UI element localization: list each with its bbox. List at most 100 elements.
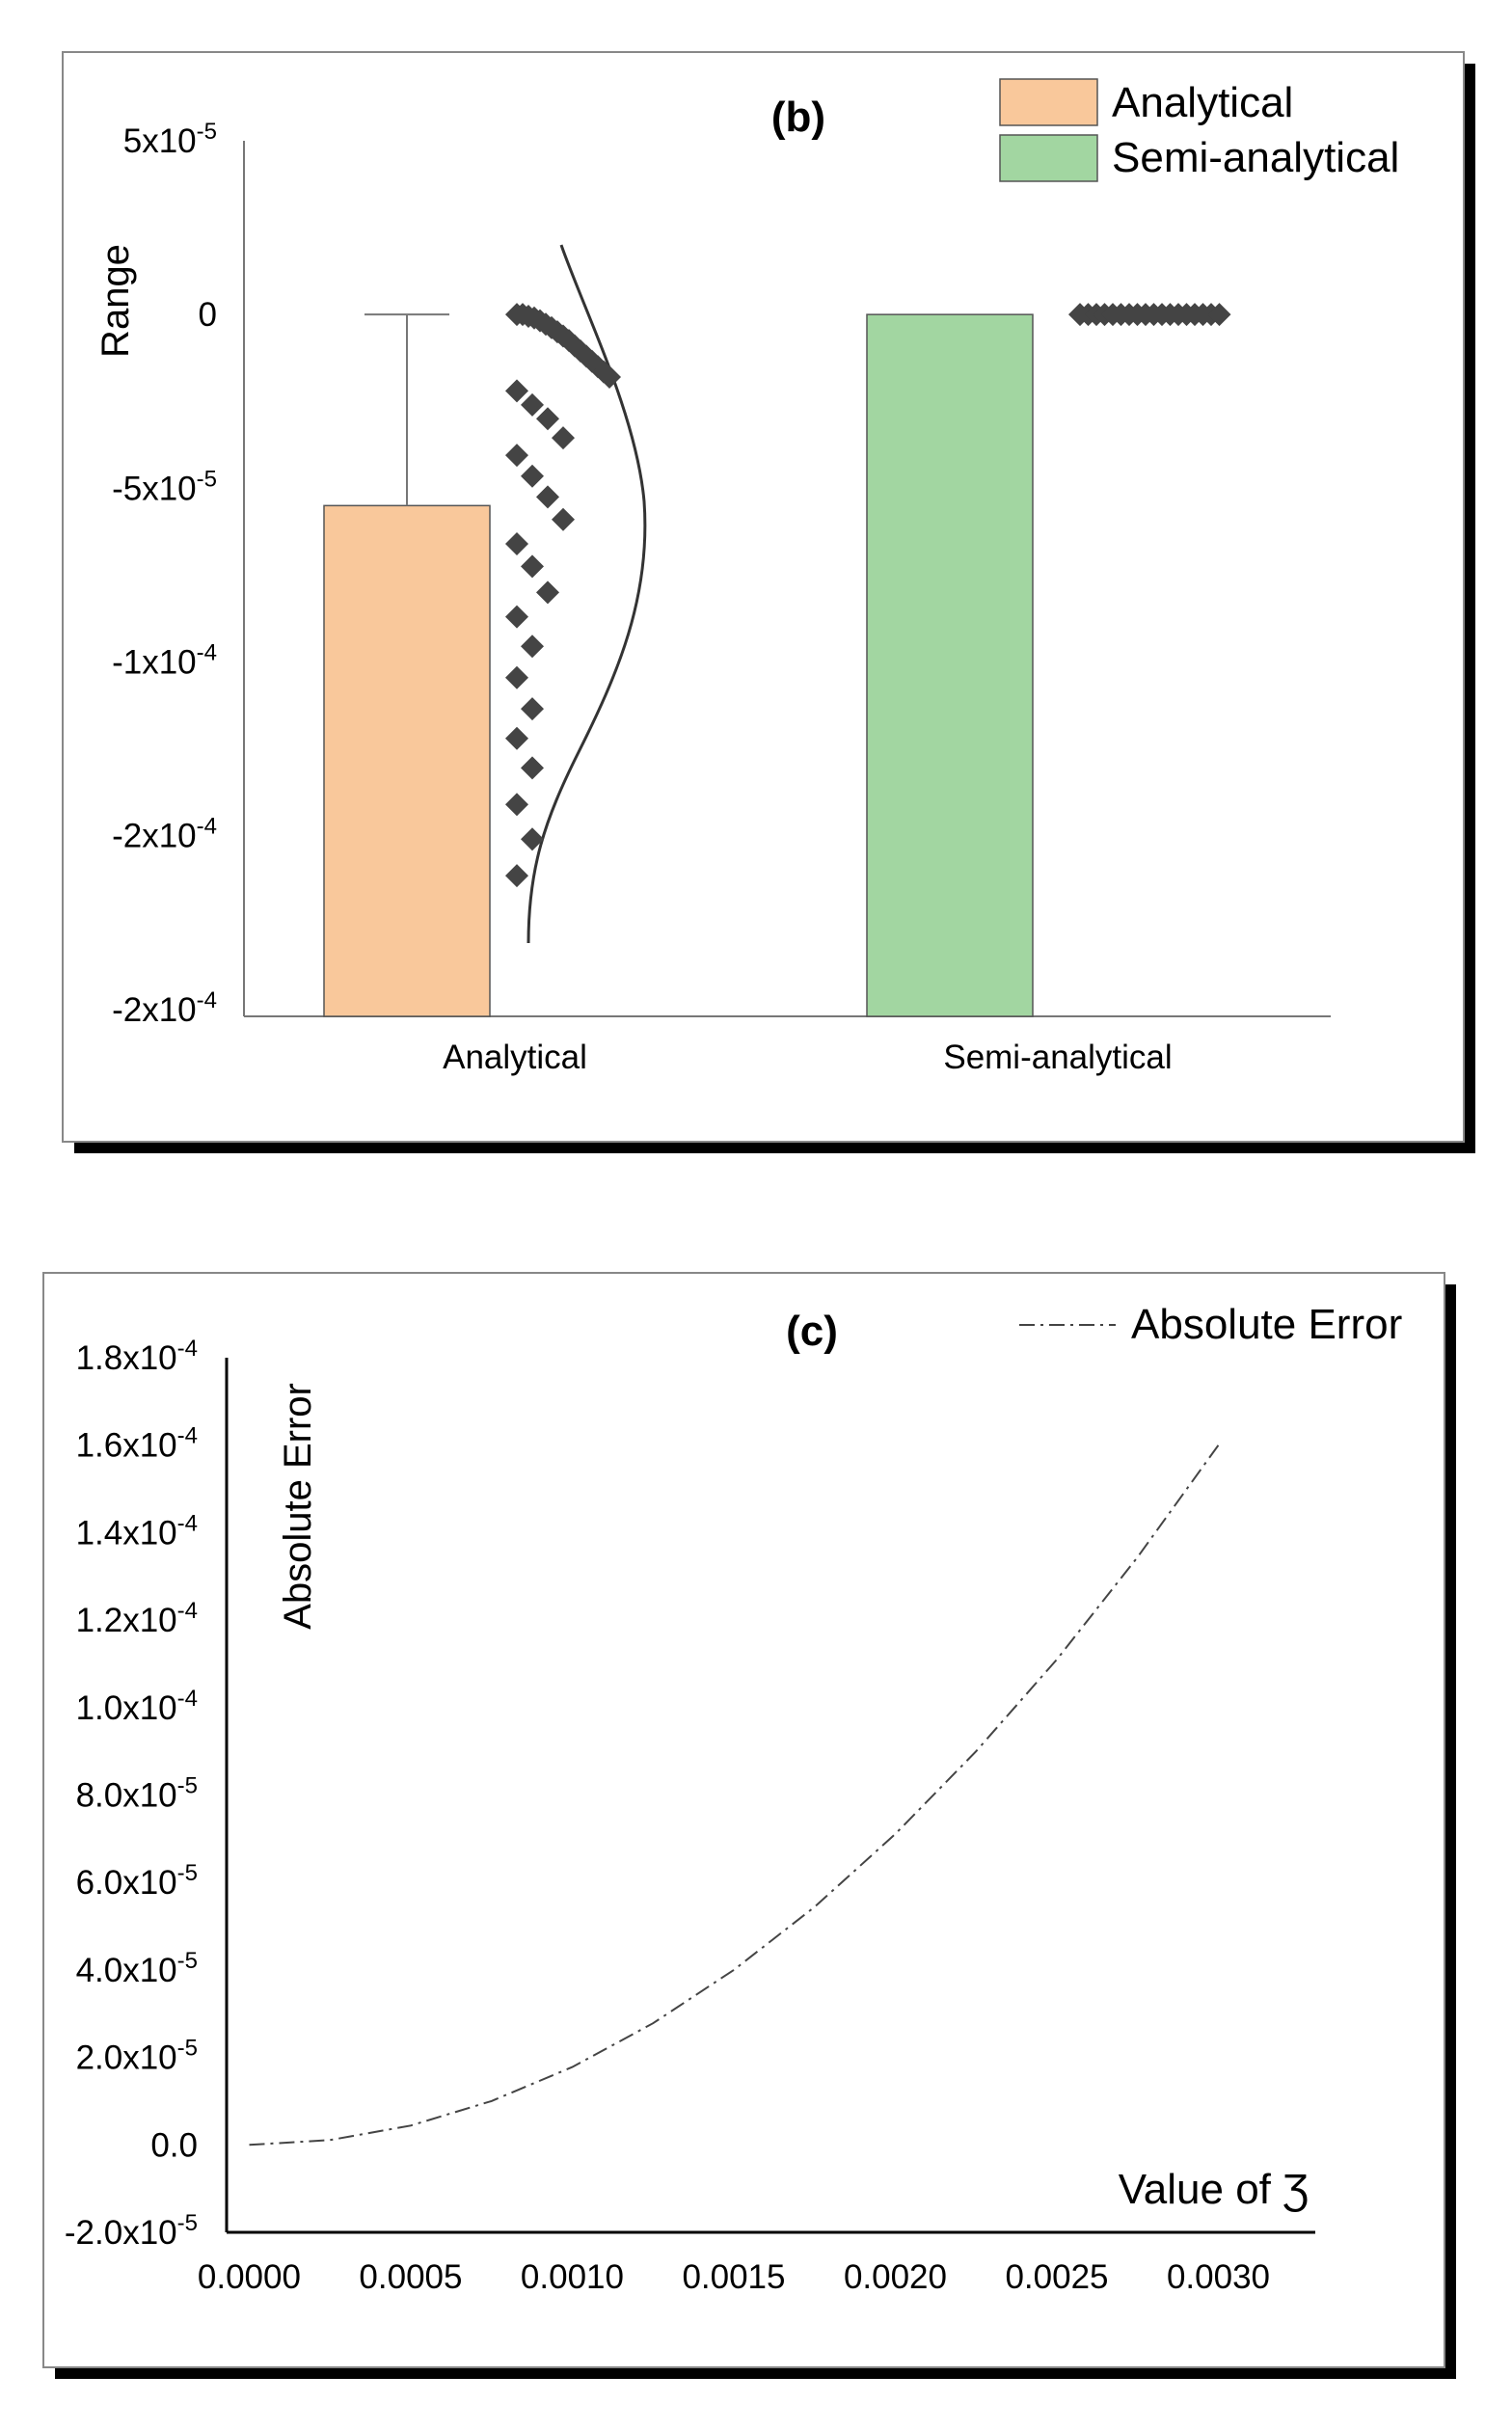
panel-c-ylabel: Absolute Error bbox=[277, 1383, 319, 1630]
panel-b-frame bbox=[62, 51, 1465, 1143]
analytical-point-20 bbox=[552, 426, 575, 450]
legend-label-semi-analytical: Semi-analytical bbox=[1112, 134, 1399, 181]
panel-c-y-tick-8-base: 2.0x10 bbox=[76, 2039, 177, 2077]
panel-c-y-tick-5-base: 8.0x10 bbox=[76, 1777, 177, 1815]
analytical-point-26 bbox=[521, 554, 544, 579]
panel-c-y-tick-7-exponent: -5 bbox=[177, 1948, 198, 1974]
analytical-point-33 bbox=[521, 756, 544, 780]
panel-c-y-tick-1: 1.6x10-4 bbox=[76, 1423, 198, 1465]
panel-b-y-tick-4-exponent: -4 bbox=[197, 814, 217, 840]
panel-b-y-tick-2-base: -5x10 bbox=[112, 470, 197, 507]
analytical-point-23 bbox=[536, 485, 559, 509]
panel-b-y-tick-1-base: 0 bbox=[199, 296, 217, 334]
analytical-point-17 bbox=[505, 379, 528, 403]
panel-b-y-tick-labels: 5x10-50-5x10-5-1x10-4-2x10-4-2x10-4 bbox=[112, 119, 217, 1029]
panel-c-y-tick-0: 1.8x10-4 bbox=[76, 1336, 198, 1377]
panel-b-y-tick-0-exponent: -5 bbox=[197, 119, 217, 145]
bar-semi-analytical bbox=[866, 313, 1034, 1017]
analytical-point-28 bbox=[505, 605, 528, 629]
panel-c-y-tick-10-exponent: -5 bbox=[177, 2210, 198, 2236]
panel-c-y-tick-5: 8.0x10-5 bbox=[76, 1773, 198, 1815]
panel-c-x-tick-6: 0.0030 bbox=[1167, 2258, 1270, 2296]
legend-label-analytical: Analytical bbox=[1112, 79, 1293, 126]
analytical-point-30 bbox=[505, 665, 528, 689]
panel-c-x-tick-labels: 0.0000 0.0005 0.0010 0.0015 0.0020 0.0025 0.00… bbox=[198, 2258, 1270, 2296]
panel-c-x-tick-2: 0.0010 bbox=[521, 2258, 624, 2296]
panel-c-label: (c) bbox=[786, 1308, 838, 1355]
panel-b-y-tick-3-exponent: -4 bbox=[197, 639, 217, 665]
analytical-point-27 bbox=[536, 580, 559, 605]
panel-c-y-tick-2-exponent: -4 bbox=[177, 1510, 198, 1536]
panel-b-y-tick-2-exponent: -5 bbox=[197, 466, 217, 492]
analytical-point-25 bbox=[505, 531, 528, 555]
analytical-point-18 bbox=[521, 392, 544, 417]
panel-c-y-tick-6-exponent: -5 bbox=[177, 1860, 198, 1886]
analytical-point-32 bbox=[505, 726, 528, 750]
panel-c-y-tick-6-base: 6.0x10 bbox=[76, 1864, 177, 1902]
panel-c-y-tick-2: 1.4x10-4 bbox=[76, 1510, 198, 1552]
panel-c-y-tick-9-base: 0.0 bbox=[150, 2126, 198, 2164]
panel-c: (c) Absolute Error Value of Ʒ 1.8x10-41.… bbox=[42, 1272, 1456, 2379]
panel-c-y-tick-0-base: 1.8x10 bbox=[76, 1339, 177, 1377]
panel-c-y-tick-4: 1.0x10-4 bbox=[76, 1686, 198, 1727]
analytical-point-21 bbox=[505, 444, 528, 468]
bar-analytical bbox=[323, 504, 491, 1017]
panel-c-x-tick-1: 0.0005 bbox=[359, 2258, 462, 2296]
analytical-point-35 bbox=[521, 827, 544, 851]
panel-c-y-tick-1-base: 1.6x10 bbox=[76, 1427, 177, 1465]
panel-c-y-tick-labels: 1.8x10-41.6x10-41.4x10-41.2x10-41.0x10-4… bbox=[65, 1336, 198, 2252]
analytical-point-31 bbox=[521, 697, 544, 721]
panel-b-y-tick-3: -1x10-4 bbox=[112, 639, 217, 681]
x-label-semi-analytical: Semi-analytical bbox=[943, 1039, 1172, 1076]
analytical-point-29 bbox=[521, 634, 544, 659]
analytical-point-19 bbox=[536, 407, 559, 431]
panel-b-ylabel: Range bbox=[94, 244, 137, 358]
absolute-error-line bbox=[249, 1444, 1220, 2146]
panel-c-y-tick-5-exponent: -5 bbox=[177, 1773, 198, 1799]
panel-c-y-tick-10-base: -2.0x10 bbox=[65, 2214, 177, 2252]
panel-b-y-tick-3-base: -1x10 bbox=[112, 643, 197, 681]
semi-analytical-data-points bbox=[1068, 303, 1231, 327]
panel-c-y-tick-9: 0.0 bbox=[150, 2126, 198, 2164]
panel-c-xlabel: Value of Ʒ bbox=[1119, 2166, 1309, 2213]
panel-b-y-tick-4: -2x10-4 bbox=[112, 814, 217, 855]
panel-b-y-tick-1: 0 bbox=[199, 296, 217, 334]
panel-c-y-tick-3-exponent: -4 bbox=[177, 1598, 198, 1624]
panel-b-legend: Analytical Semi-analytical bbox=[999, 78, 1399, 182]
analytical-point-36 bbox=[505, 864, 528, 888]
panel-c-x-tick-0: 0.0000 bbox=[198, 2258, 301, 2296]
panel-c-y-tick-3: 1.2x10-4 bbox=[76, 1598, 198, 1639]
distribution-curve bbox=[526, 244, 647, 944]
panel-c-y-tick-3-base: 1.2x10 bbox=[76, 1602, 177, 1639]
panel-b: (b) Range 5x10-50-5x10-5-1x10-4-2x10-4-2… bbox=[62, 51, 1475, 1153]
panel-c-x-tick-3: 0.0015 bbox=[682, 2258, 785, 2296]
panel-c-y-tick-8: 2.0x10-5 bbox=[76, 2036, 198, 2077]
legend-label-absolute-error: Absolute Error bbox=[1131, 1301, 1402, 1348]
panel-c-x-tick-5: 0.0025 bbox=[1005, 2258, 1108, 2296]
panel-b-y-tick-5-base: -2x10 bbox=[112, 991, 197, 1029]
panel-c-y-tick-10: -2.0x10-5 bbox=[65, 2210, 198, 2252]
panel-c-y-tick-6: 6.0x10-5 bbox=[76, 1860, 198, 1902]
panel-b-label: (b) bbox=[771, 94, 825, 141]
panel-c-legend: Absolute Error bbox=[1019, 1301, 1402, 1348]
panel-c-y-tick-7-base: 4.0x10 bbox=[76, 1952, 177, 1989]
panel-c-x-tick-4: 0.0020 bbox=[844, 2258, 947, 2296]
panel-c-y-tick-1-exponent: -4 bbox=[177, 1423, 198, 1449]
analytical-point-34 bbox=[505, 793, 528, 817]
panel-c-y-tick-2-base: 1.4x10 bbox=[76, 1514, 177, 1552]
panel-c-y-tick-8-exponent: -5 bbox=[177, 2036, 198, 2062]
panel-c-y-tick-0-exponent: -4 bbox=[177, 1336, 198, 1362]
panel-c-y-tick-7: 4.0x10-5 bbox=[76, 1948, 198, 1989]
semi-analytical-point-17 bbox=[1207, 303, 1231, 327]
analytical-point-22 bbox=[521, 464, 544, 488]
analytical-point-16 bbox=[598, 365, 621, 390]
analytical-data-points bbox=[505, 303, 621, 888]
analytical-point-24 bbox=[552, 507, 575, 531]
panel-b-y-tick-2: -5x10-5 bbox=[112, 466, 217, 507]
panel-b-y-tick-4-base: -2x10 bbox=[112, 818, 197, 855]
legend-swatch-semi-analytical bbox=[999, 134, 1098, 182]
panel-b-y-tick-0-base: 5x10 bbox=[123, 122, 197, 160]
panel-b-y-tick-5: -2x10-4 bbox=[112, 987, 217, 1029]
x-label-analytical: Analytical bbox=[443, 1039, 587, 1076]
